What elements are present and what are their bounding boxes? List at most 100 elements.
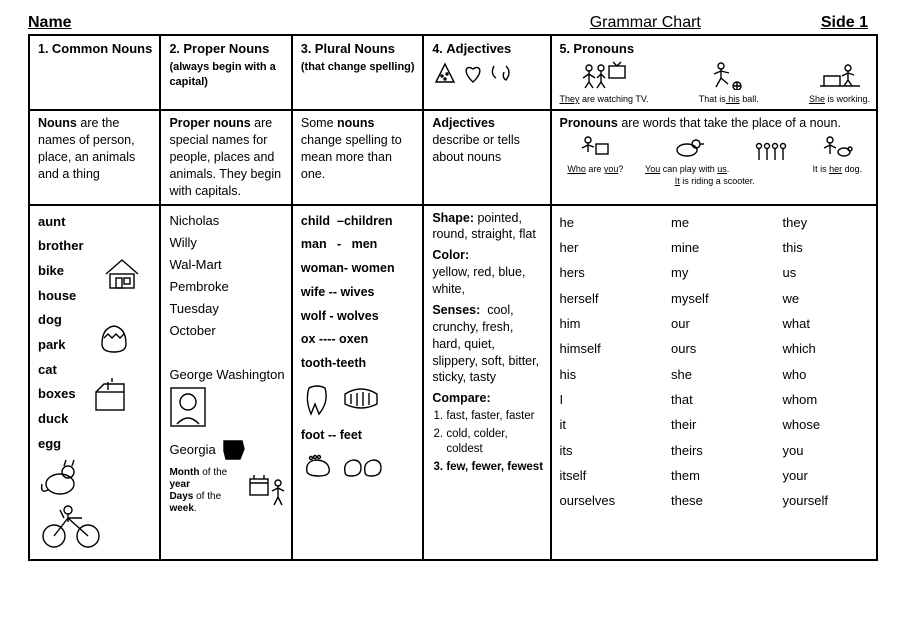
caption-you-us: You can play with us. xyxy=(645,163,729,175)
caption-they-tv: They are watching TV. xyxy=(560,93,649,105)
def-proper-nouns: Proper nouns are special names for peopl… xyxy=(160,110,291,204)
box-icon xyxy=(90,378,130,412)
list-item: wife -- wives xyxy=(301,281,416,305)
who-you-icon xyxy=(578,134,612,160)
caption-it-scooter: It is riding a scooter. xyxy=(560,175,871,187)
list-item: ourselves xyxy=(560,488,648,513)
list-item: their xyxy=(671,412,759,437)
list-item: October xyxy=(169,320,284,342)
list-item: he xyxy=(560,210,648,235)
family-icon xyxy=(751,140,791,166)
georgia-map-icon xyxy=(220,437,248,463)
list-item: my xyxy=(671,260,759,285)
list-item: Wal-Mart xyxy=(169,254,284,276)
grammar-table: 1. Common Nouns 2. Proper Nouns (always … xyxy=(28,34,878,561)
egg-icon xyxy=(96,320,132,354)
month-week-caption: Month of the yearDays of the week. xyxy=(169,467,244,515)
list-item: cold, colder, coldest xyxy=(446,427,543,458)
adj-compare-list: fast, faster, faster cold, colder, coldes… xyxy=(446,409,543,475)
list-item: our xyxy=(671,311,759,336)
pronoun-column-3: theythisuswewhatwhichwhowhomwhoseyouyour… xyxy=(783,210,871,514)
heading-common-nouns: 1. Common Nouns xyxy=(29,35,160,110)
adj-compare-label: Compare: xyxy=(432,391,490,405)
def-adjectives: Adjectives describe or tells about nouns xyxy=(423,110,550,204)
side-label: Side 1 xyxy=(821,14,868,32)
heading-plural-nouns: 3. Plural Nouns (that change spelling) xyxy=(292,35,423,110)
list-item: Tuesday xyxy=(169,298,284,320)
list-item: I xyxy=(560,387,648,412)
nose-ear-icon xyxy=(488,60,514,86)
list-item: fast, faster, faster xyxy=(446,409,543,425)
list-item: what xyxy=(783,311,871,336)
adj-shape-label: Shape: xyxy=(432,211,474,225)
list-item: they xyxy=(783,210,871,235)
def-pronouns-text: Pronouns are words that take the place o… xyxy=(560,116,841,130)
pronoun-column-1: heherhersherselfhimhimselfhisIititsitsel… xyxy=(560,210,648,514)
cat-icon xyxy=(38,456,82,500)
list-item: myself xyxy=(671,286,759,311)
pizza-icon xyxy=(432,60,458,86)
list-item: hers xyxy=(560,260,648,285)
col-subtitle: (that change spelling) xyxy=(301,60,416,75)
list-item: woman- women xyxy=(301,257,416,281)
def-plural-nouns: Some nouns change spelling to mean more … xyxy=(292,110,423,204)
bicycle-icon xyxy=(38,500,104,550)
examples-proper-nouns: NicholasWillyWal-MartPembrokeTuesdayOcto… xyxy=(160,205,291,561)
examples-common-nouns: auntbrotherbikehousedogparkcatboxesducke… xyxy=(29,205,160,561)
list-item: mine xyxy=(671,235,759,260)
adj-color-label: Color: xyxy=(432,248,469,262)
examples-pronouns: heherhersherselfhimhimselfhisIititsitsel… xyxy=(551,205,878,561)
list-item: few, fewer, fewest xyxy=(446,460,543,476)
list-item: who xyxy=(783,362,871,387)
list-item: Pembroke xyxy=(169,276,284,298)
center-title: Grammar Chart xyxy=(590,14,701,32)
name-label: Name xyxy=(28,14,72,32)
list-item: whom xyxy=(783,387,871,412)
list-item: his xyxy=(560,362,648,387)
teeth-icon xyxy=(341,382,381,418)
examples-plural-nouns: child –childrenman - menwoman- womenwife… xyxy=(292,205,423,561)
his-ball-icon xyxy=(707,60,751,90)
list-item: egg xyxy=(38,432,153,457)
list-item: tooth-teeth xyxy=(301,352,416,376)
list-item: child –children xyxy=(301,210,416,234)
list-item: itself xyxy=(560,463,648,488)
list-item: ox ---- oxen xyxy=(301,328,416,352)
list-item: whose xyxy=(783,412,871,437)
list-item: your xyxy=(783,463,871,488)
col-title: Proper Nouns xyxy=(183,41,269,56)
washington-portrait-icon xyxy=(169,386,207,428)
list-item: her xyxy=(560,235,648,260)
list-item: we xyxy=(783,286,871,311)
list-item: she xyxy=(671,362,759,387)
heart-icon xyxy=(460,60,486,86)
her-dog-icon xyxy=(820,134,854,160)
caption-she-working: She is working. xyxy=(809,93,870,105)
list-item: himself xyxy=(560,336,648,361)
list-item: Nicholas xyxy=(169,210,284,232)
col-num: 4. xyxy=(432,42,442,56)
col-num: 5. xyxy=(560,42,570,56)
watching-tv-icon xyxy=(579,60,629,90)
list-item: it xyxy=(560,412,648,437)
list-item: them xyxy=(671,463,759,488)
examples-adjectives: Shape: pointed, round, straight, flat Co… xyxy=(423,205,550,561)
col-num: 2. xyxy=(169,42,179,56)
calendar-icon xyxy=(248,473,285,509)
list-item: Willy xyxy=(169,232,284,254)
house-icon xyxy=(102,256,142,290)
list-item: yourself xyxy=(783,488,871,513)
duck-icon xyxy=(670,134,704,160)
caption-who-you: Who are you? xyxy=(567,163,623,175)
col-num: 3. xyxy=(301,42,311,56)
list-item xyxy=(169,342,284,364)
list-item: that xyxy=(671,387,759,412)
list-item: aunt xyxy=(38,210,153,235)
adj-color-text: yellow, red, blue, white, xyxy=(432,265,525,296)
page-header: Name Grammar Chart Side 1 xyxy=(28,14,878,32)
caption-his-ball: That is his ball. xyxy=(699,93,759,105)
foot-icon xyxy=(301,452,335,480)
list-item: herself xyxy=(560,286,648,311)
list-item: ours xyxy=(671,336,759,361)
list-item: its xyxy=(560,438,648,463)
